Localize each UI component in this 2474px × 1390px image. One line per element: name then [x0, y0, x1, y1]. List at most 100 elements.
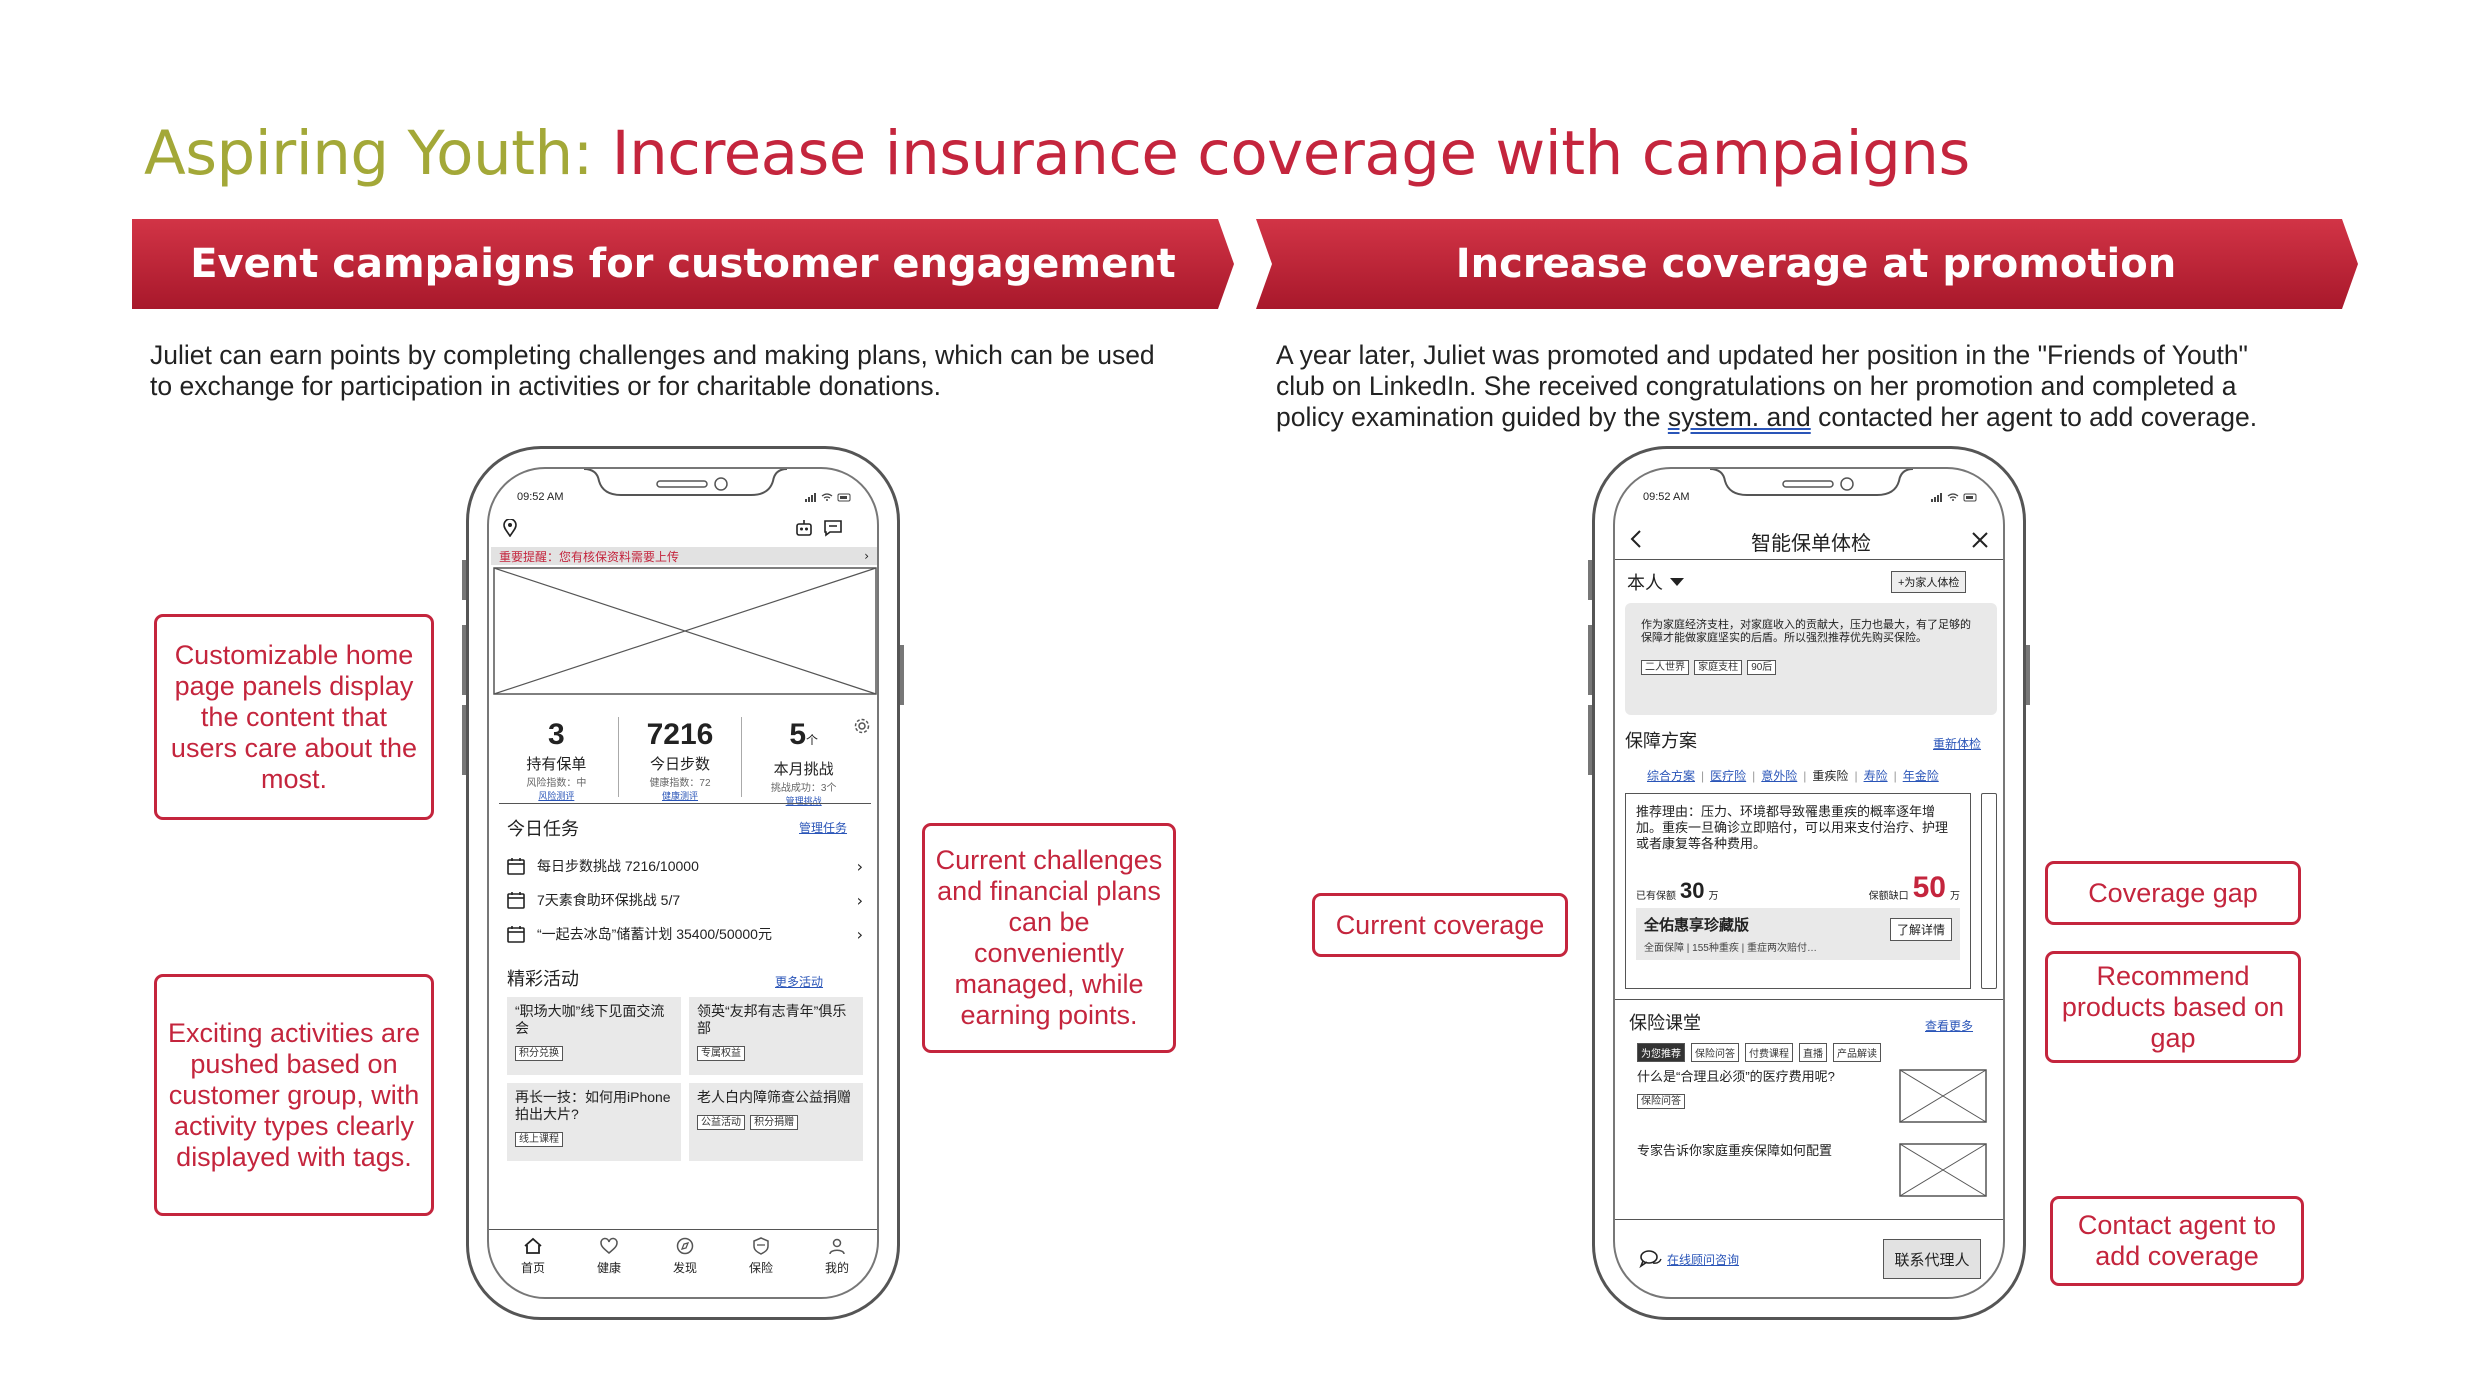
nav-label: 健康: [596, 1261, 621, 1275]
location-icon[interactable]: [503, 519, 517, 537]
phone-notch: [1709, 469, 1914, 496]
activity-card[interactable]: “职场大咖”线下见面交流会 积分兑换: [507, 997, 681, 1075]
stat-value: 3: [547, 718, 565, 751]
plan-tabs: 综合方案 | 医疗险 | 意外险 | 重疾险 | 寿险 | 年金险: [1647, 768, 1939, 784]
intro-text: 作为家庭经济支柱，对家庭收入的贡献大，压力也最大，有了足够的保障才能做家庭坚实的…: [1641, 619, 1971, 644]
divider: [1615, 1219, 2003, 1220]
nav-health[interactable]: 健康: [571, 1237, 647, 1276]
contact-agent-button[interactable]: 联系代理人: [1883, 1239, 1981, 1279]
right-desc-line: A year later, Juliet was promoted and up…: [1276, 340, 2248, 370]
activity-title: 再长一技：如何用iPhone拍出大片?: [515, 1089, 671, 1122]
stat-policies[interactable]: 3 持有保单 风险指数：中 风险测评: [495, 717, 619, 801]
task-item[interactable]: 每日步数挑战 7216/10000 ›: [507, 849, 863, 883]
notice-text: 重要提醒：您有核保资料需要上传: [499, 549, 680, 564]
stat-sub: 风险指数：中: [526, 778, 587, 789]
article-title: 什么是“合理且必须”的医疗费用呢?: [1637, 1069, 1835, 1084]
plan-tab[interactable]: 年金险: [1902, 769, 1939, 783]
article-item[interactable]: 专家告诉你家庭重疾保障如何配置: [1637, 1143, 1987, 1209]
task-item[interactable]: “一起去冰岛”储蓄计划 35400/50000元 ›: [507, 917, 863, 951]
person-selector[interactable]: 本人: [1627, 569, 1685, 595]
article-tag: 保险问答: [1637, 1094, 1685, 1109]
intro-tag: 90后: [1747, 660, 1777, 675]
nav-discover[interactable]: 发现: [647, 1237, 723, 1276]
phone-side-button: [1588, 705, 1593, 775]
left-banner: Event campaigns for customer engagement: [132, 219, 1234, 309]
scrollbar[interactable]: [1981, 793, 1997, 989]
nav-insurance[interactable]: 保险: [723, 1237, 799, 1276]
back-icon[interactable]: [1629, 529, 1643, 549]
class-tab[interactable]: 直播: [1799, 1043, 1827, 1062]
plan-tab[interactable]: 医疗险: [1710, 769, 1747, 783]
activity-card[interactable]: 再长一技：如何用iPhone拍出大片? 线上课程: [507, 1083, 681, 1161]
online-consult[interactable]: 在线顾问咨询: [1639, 1249, 1739, 1269]
callout-text: Current challenges and financial plans c…: [935, 845, 1163, 1030]
task-label: “一起去冰岛”储蓄计划 35400/50000元: [537, 926, 772, 942]
phone-side-button: [462, 705, 467, 775]
class-tab[interactable]: 产品解读: [1833, 1043, 1881, 1062]
nav-me[interactable]: 我的: [799, 1237, 875, 1276]
notice-bar[interactable]: 重要提醒：您有核保资料需要上传 ›: [491, 547, 877, 565]
divider: [1615, 559, 2003, 560]
message-icon[interactable]: [823, 519, 843, 537]
view-more-link[interactable]: 查看更多: [1925, 1019, 1974, 1033]
stat-label: 今日步数: [650, 756, 711, 773]
article-image-placeholder: [1899, 1069, 1987, 1123]
stat-label: 持有保单: [526, 756, 587, 773]
activity-title: “职场大咖”线下见面交流会: [515, 1003, 665, 1036]
task-list: 每日步数挑战 7216/10000 › 7天素食助环保挑战 5/7 › “一起去…: [507, 849, 863, 951]
article-item[interactable]: 什么是“合理且必须”的医疗费用呢? 保险问答: [1637, 1069, 1987, 1139]
recommend-card: 推荐理由：压力、环境都导致罹患重疾的概率逐年增加。重疾一旦确诊立即赔付，可以用来…: [1625, 793, 1971, 989]
activities-title: 精彩活动: [507, 969, 579, 989]
stats-panel: 3 持有保单 风险指数：中 风险测评 7216 今日步数 健康指数：72 健康测…: [495, 717, 865, 806]
task-item[interactable]: 7天素食助环保挑战 5/7 ›: [507, 883, 863, 917]
gear-icon[interactable]: [853, 717, 871, 735]
right-phone: 09:52 AM 智能保单体检 本人 +为家人体检 作为家庭经济支柱，对家庭收入…: [1592, 446, 2026, 1320]
caret-down-icon: [1670, 578, 1684, 586]
stat-label: 本月挑战: [773, 761, 834, 778]
right-desc-line: policy examination guided by the system.…: [1276, 402, 2386, 433]
callout-current-coverage: Current coverage: [1312, 893, 1568, 957]
coverage-gap: 保额缺口 50 万: [1868, 873, 1960, 903]
class-tab-active[interactable]: 为您推荐: [1637, 1043, 1685, 1062]
plan-tab[interactable]: 寿险: [1863, 769, 1888, 783]
heart-icon: [600, 1237, 618, 1254]
status-icons: [805, 493, 851, 502]
banner-image-placeholder[interactable]: [493, 567, 877, 695]
family-check-button[interactable]: +为家人体检: [1891, 571, 1967, 593]
activity-card[interactable]: 老人白内障筛查公益捐赠 公益活动 积分捐赠: [689, 1083, 863, 1161]
left-desc-line: Juliet can earn points by completing cha…: [150, 340, 1155, 370]
nav-label: 保险: [748, 1261, 773, 1275]
right-banner-text: Increase coverage at promotion: [1455, 241, 2177, 287]
callout-text: Coverage gap: [2088, 877, 2258, 908]
product-detail-button[interactable]: 了解详情: [1889, 918, 1952, 941]
product-card[interactable]: 全佑惠享珍藏版 全面保障 | 155种重疾 | 重症两次赔付… 了解详情: [1636, 908, 1960, 960]
close-icon[interactable]: [1971, 531, 1989, 549]
plan-tab-active[interactable]: 重疾险: [1812, 769, 1849, 783]
screen-title: 智能保单体检: [1751, 533, 1871, 555]
activity-card[interactable]: 领英“友邦有志青年”俱乐部 专属权益: [689, 997, 863, 1075]
stat-link[interactable]: 管理挑战: [785, 796, 822, 806]
online-consult-link: 在线顾问咨询: [1667, 1252, 1740, 1267]
stat-link[interactable]: 健康测评: [662, 791, 699, 801]
gap-unit: 万: [1950, 891, 1960, 902]
class-tab[interactable]: 付费课程: [1745, 1043, 1793, 1062]
stat-challenges[interactable]: 5个 本月挑战 挑战成功：3个 管理挑战: [742, 717, 865, 806]
gap-label: 保额缺口: [1868, 891, 1909, 902]
nav-home[interactable]: 首页: [495, 1237, 571, 1276]
more-activities-link[interactable]: 更多活动: [775, 975, 824, 989]
recheck-link[interactable]: 重新体检: [1933, 737, 1982, 751]
right-phone-screen: 09:52 AM 智能保单体检 本人 +为家人体检 作为家庭经济支柱，对家庭收入…: [1613, 467, 2005, 1299]
robot-icon[interactable]: [795, 519, 813, 537]
stat-steps[interactable]: 7216 今日步数 健康指数：72 健康测评: [619, 717, 743, 801]
current-coverage: 已有保额 30 万: [1636, 880, 1718, 903]
intro-tag: 家庭支柱: [1694, 660, 1743, 675]
class-tab[interactable]: 保险问答: [1691, 1043, 1739, 1062]
reason-text: 推荐理由：压力、环境都导致罹患重疾的概率逐年增加。重疾一旦确诊立即赔付，可以用来…: [1636, 804, 1949, 851]
stat-link[interactable]: 风险测评: [538, 791, 575, 801]
class-tabs: 为您推荐 保险问答 付费课程 直播 产品解读: [1637, 1043, 1881, 1062]
plan-tab[interactable]: 意外险: [1761, 769, 1798, 783]
manage-tasks-link[interactable]: 管理任务: [799, 821, 848, 835]
plan-tab[interactable]: 综合方案: [1647, 769, 1696, 783]
stat-sub: 挑战成功：3个: [770, 783, 837, 794]
calendar-icon: [507, 926, 525, 943]
